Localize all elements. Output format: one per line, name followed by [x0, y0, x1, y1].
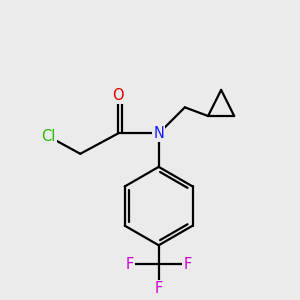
Text: F: F	[125, 256, 134, 272]
Text: N: N	[153, 126, 164, 141]
Text: Cl: Cl	[41, 129, 56, 144]
Text: O: O	[112, 88, 124, 103]
Text: F: F	[154, 281, 163, 296]
Text: F: F	[184, 256, 192, 272]
